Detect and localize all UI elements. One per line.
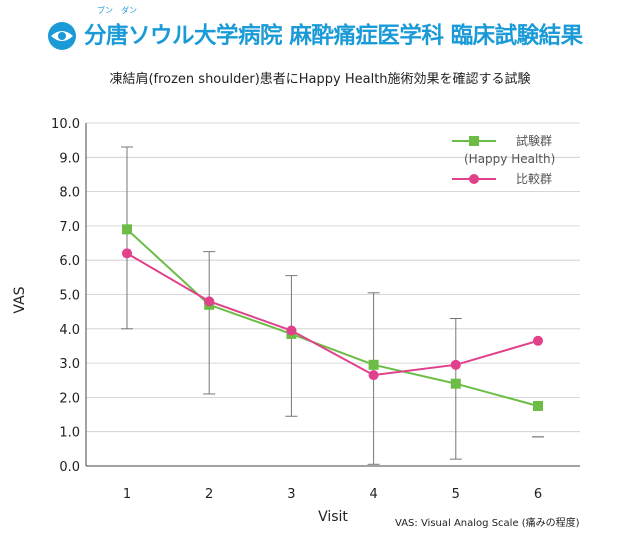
x-tick-label: 2 bbox=[205, 487, 213, 502]
axes bbox=[85, 123, 580, 467]
y-tick-label: 6.0 bbox=[59, 254, 80, 269]
data-point-square bbox=[533, 400, 543, 411]
legend-label-test-sub: (Happy Health) bbox=[464, 152, 555, 166]
subtitle: 凍結肩(frozen shoulder)患者にHappy Health施術効果を… bbox=[109, 72, 531, 87]
error-bars bbox=[121, 146, 544, 465]
y-tick-label: 3.0 bbox=[59, 357, 80, 372]
tick-labels: 0.0 1.0 2.0 3.0 4.0 5.0 6.0 7.0 8.0 9.0 10.0 1 2 3 4 5 6 bbox=[51, 117, 542, 502]
data-point-circle bbox=[533, 335, 543, 346]
data-point-circle bbox=[122, 248, 132, 259]
footnote: VAS: Visual Analog Scale (痛みの程度) bbox=[395, 516, 580, 529]
data-point-square bbox=[368, 359, 379, 370]
x-tick-label: 6 bbox=[534, 487, 542, 502]
page-title: 分唐ソウル大学病院 麻酔痛症医学科 臨床試験結果 bbox=[84, 23, 583, 49]
header: ブン ダン 分唐ソウル大学病院 麻酔痛症医学科 臨床試験結果 bbox=[0, 0, 640, 60]
legend-marker-test bbox=[469, 136, 479, 146]
x-tick-label: 4 bbox=[369, 487, 377, 502]
x-tick-label: 3 bbox=[287, 487, 295, 502]
y-tick-label: 0.0 bbox=[59, 460, 80, 475]
x-tick-label: 1 bbox=[123, 487, 131, 502]
y-tick-label: 9.0 bbox=[59, 151, 80, 166]
legend-label-control: 比較群 bbox=[516, 171, 552, 186]
logo-icon bbox=[48, 22, 76, 50]
grid-lines bbox=[86, 122, 580, 433]
y-tick-label: 8.0 bbox=[59, 186, 80, 201]
data-point-square bbox=[450, 378, 461, 389]
legend: 試験群 (Happy Health) 比較群 bbox=[452, 133, 555, 186]
series-line bbox=[126, 228, 539, 407]
ruby-bun: ブン bbox=[97, 6, 113, 15]
x-axis-title: Visit bbox=[318, 509, 348, 525]
data-point-circle bbox=[286, 325, 297, 336]
series bbox=[122, 224, 543, 411]
data-point-circle bbox=[368, 370, 379, 381]
data-point-circle bbox=[450, 359, 461, 370]
x-tick-label: 5 bbox=[452, 487, 460, 502]
legend-label-test: 試験群 bbox=[516, 133, 552, 148]
y-tick-label: 10.0 bbox=[51, 117, 80, 132]
y-tick-label: 7.0 bbox=[59, 220, 80, 235]
y-tick-label: 2.0 bbox=[59, 391, 80, 406]
series-line bbox=[126, 252, 539, 377]
ruby-dan: ダン bbox=[121, 6, 137, 15]
y-tick-label: 1.0 bbox=[59, 426, 80, 441]
data-point-square bbox=[122, 224, 132, 235]
y-tick-label: 4.0 bbox=[59, 323, 80, 338]
legend-marker-control bbox=[469, 174, 479, 184]
data-point-circle bbox=[204, 296, 215, 307]
y-axis-title: VAS bbox=[12, 286, 28, 313]
y-tick-label: 5.0 bbox=[59, 289, 80, 304]
